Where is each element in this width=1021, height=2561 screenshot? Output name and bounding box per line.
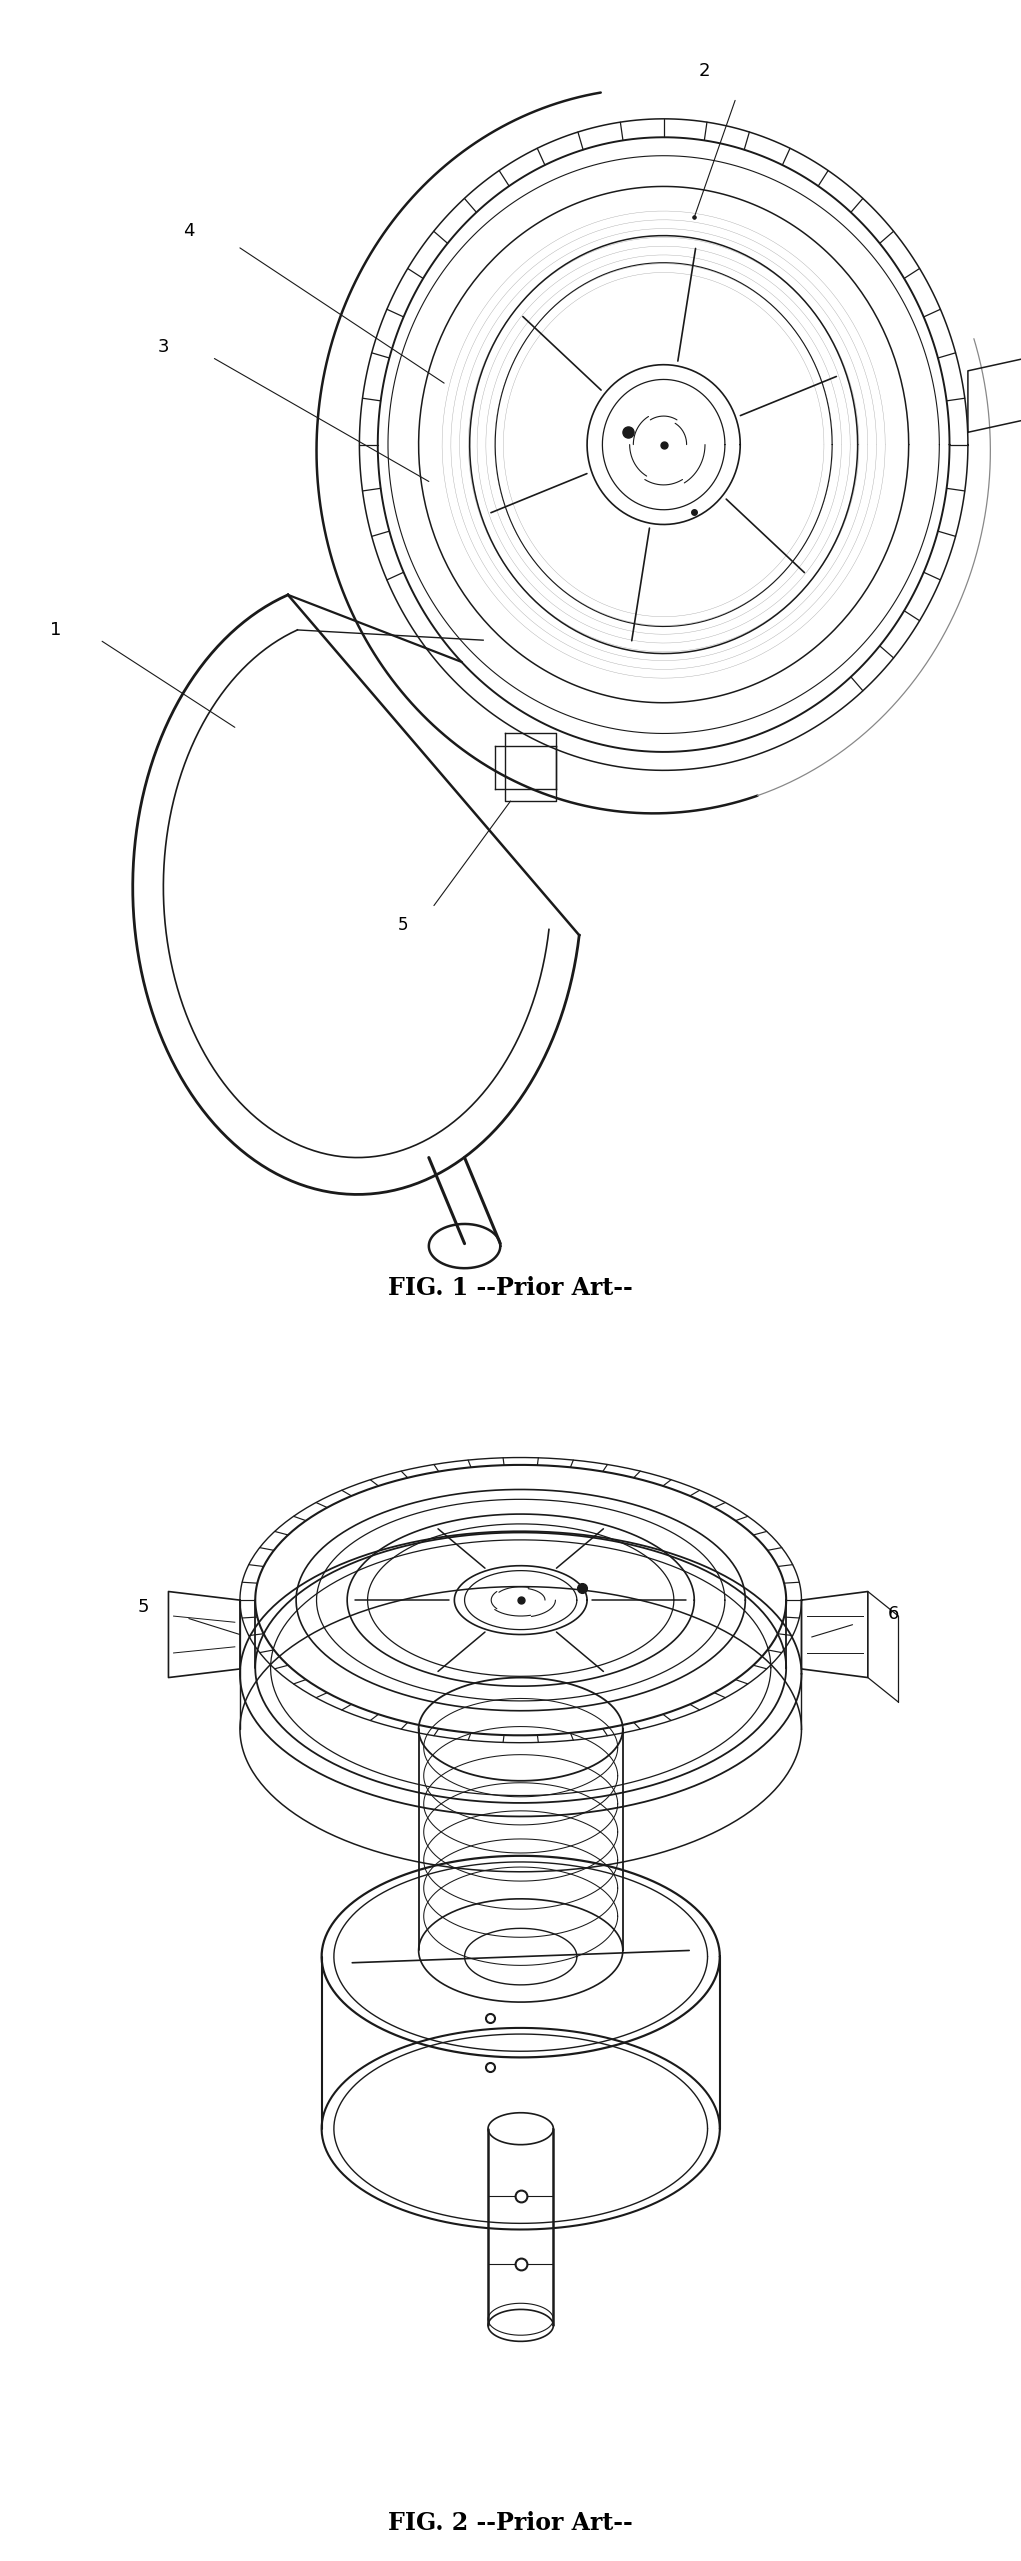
Text: 2: 2 [698, 61, 711, 79]
Text: 4: 4 [183, 223, 195, 241]
Text: 5: 5 [398, 917, 408, 935]
Text: FIG. 1 --Prior Art--: FIG. 1 --Prior Art-- [388, 1275, 633, 1301]
Text: 3: 3 [157, 338, 169, 356]
Text: 6: 6 [887, 1606, 900, 1624]
Text: FIG. 2 --Prior Art--: FIG. 2 --Prior Art-- [388, 2510, 633, 2535]
Text: 1: 1 [50, 622, 62, 640]
Text: 5: 5 [137, 1598, 149, 1616]
